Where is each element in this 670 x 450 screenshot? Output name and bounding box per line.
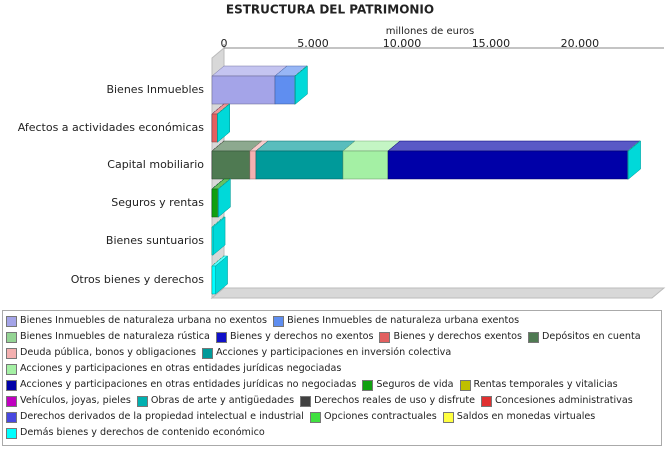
legend-swatch bbox=[136, 395, 148, 407]
legend-label: Concesiones administrativas bbox=[495, 395, 633, 406]
legend-swatch bbox=[201, 347, 213, 359]
bar bbox=[211, 226, 214, 256]
legend-label: Bienes y derechos exentos bbox=[393, 331, 523, 342]
legend-label: Saldos en monedas virtuales bbox=[456, 411, 596, 422]
bar-top bbox=[387, 140, 641, 152]
legend: Bienes Inmuebles de naturaleza urbana no… bbox=[2, 310, 662, 446]
legend-label: Obras de arte y antigüedades bbox=[150, 395, 295, 406]
x-tick-label: 5.000 bbox=[297, 37, 329, 50]
legend-item: Deuda pública, bonos y obligaciones bbox=[6, 345, 196, 361]
legend-item: Derechos reales de uso y disfrute bbox=[300, 393, 475, 409]
legend-item: Acciones y participaciones en otras enti… bbox=[6, 377, 356, 393]
chart-title: ESTRUCTURA DEL PATRIMONIO bbox=[226, 3, 434, 17]
legend-label: Vehículos, joyas, pieles bbox=[20, 395, 131, 406]
legend-item: Seguros de vida bbox=[362, 377, 454, 393]
chart: ESTRUCTURA DEL PATRIMONIO millones de eu… bbox=[18, 3, 666, 300]
legend-item: Vehículos, joyas, pieles bbox=[6, 393, 131, 409]
legend-label: Derechos derivados de la propiedad intel… bbox=[20, 411, 304, 422]
bar bbox=[211, 150, 251, 180]
bar bbox=[627, 150, 629, 180]
legend-item: Acciones y participaciones en otras enti… bbox=[6, 361, 341, 377]
legend-item: Opciones contractuales bbox=[309, 409, 437, 425]
bar bbox=[255, 150, 344, 180]
x-tick-label: 20.000 bbox=[561, 37, 600, 50]
legend-swatch bbox=[442, 411, 454, 423]
legend-swatch bbox=[300, 395, 312, 407]
legend-item: Rentas temporales y vitalicias bbox=[459, 377, 618, 393]
legend-label: Demás bienes y derechos de contenido eco… bbox=[20, 427, 265, 438]
legend-swatch bbox=[481, 395, 493, 407]
legend-swatch bbox=[215, 331, 227, 343]
legend-item: Bienes Inmuebles de naturaleza urbana ex… bbox=[273, 313, 519, 329]
category-label: Afectos a actividades económicas bbox=[18, 121, 205, 134]
legend-label: Bienes y derechos no exentos bbox=[229, 331, 374, 342]
legend-swatch bbox=[362, 379, 374, 391]
legend-item: Bienes Inmuebles de naturaleza urbana no… bbox=[6, 313, 267, 329]
legend-swatch bbox=[6, 379, 17, 391]
category-label: Seguros y rentas bbox=[111, 196, 204, 209]
legend-swatch bbox=[6, 315, 17, 327]
legend-swatch bbox=[528, 331, 540, 343]
legend-label: Derechos reales de uso y disfrute bbox=[314, 395, 476, 406]
legend-item: Demás bienes y derechos de contenido eco… bbox=[6, 425, 265, 441]
bar bbox=[387, 150, 629, 180]
legend-label: Bienes Inmuebles de naturaleza urbana no… bbox=[20, 315, 268, 326]
legend-swatch bbox=[309, 411, 321, 423]
legend-swatch bbox=[273, 315, 285, 327]
bar bbox=[294, 75, 296, 105]
legend-swatch bbox=[6, 411, 17, 423]
legend-swatch bbox=[379, 331, 391, 343]
legend-label: Bienes Inmuebles de naturaleza urbana ex… bbox=[287, 315, 520, 326]
legend-item: Depósitos en cuenta bbox=[528, 329, 641, 345]
legend-item: Bienes Inmuebles de naturaleza rústica bbox=[6, 329, 210, 345]
bar bbox=[211, 188, 219, 218]
legend-swatch bbox=[6, 427, 17, 439]
legend-label: Opciones contractuales bbox=[323, 411, 437, 422]
legend-swatch bbox=[459, 379, 471, 391]
legend-item: Derechos derivados de la propiedad intel… bbox=[6, 409, 304, 425]
legend-item: Acciones y participaciones en inversión … bbox=[201, 345, 452, 361]
bar bbox=[211, 75, 276, 105]
legend-swatch bbox=[6, 331, 17, 343]
legend-item: Bienes y derechos no exentos bbox=[215, 329, 374, 345]
legend-label: Bienes Inmuebles de naturaleza rústica bbox=[20, 331, 210, 342]
bar-top bbox=[211, 65, 288, 77]
legend-label: Seguros de vida bbox=[376, 379, 454, 390]
legend-label: Acciones y participaciones en inversión … bbox=[215, 347, 452, 358]
legend-swatch bbox=[6, 395, 17, 407]
legend-label: Acciones y participaciones en otras enti… bbox=[20, 363, 342, 374]
legend-label: Deuda pública, bonos y obligaciones bbox=[20, 347, 196, 358]
legend-label: Rentas temporales y vitalicias bbox=[473, 379, 618, 390]
legend-swatch bbox=[6, 347, 17, 359]
bar bbox=[249, 150, 257, 180]
bar bbox=[211, 113, 218, 143]
category-label: Bienes suntuarios bbox=[106, 234, 204, 247]
legend-label: Acciones y participaciones en otras enti… bbox=[20, 379, 357, 390]
bar bbox=[342, 150, 389, 180]
x-tick-label: 0 bbox=[221, 37, 228, 50]
category-label: Otros bienes y derechos bbox=[71, 273, 205, 286]
legend-swatch bbox=[6, 363, 17, 375]
legend-item: Bienes y derechos exentos bbox=[379, 329, 522, 345]
category-label: Capital mobiliario bbox=[107, 158, 204, 171]
bar bbox=[211, 265, 216, 295]
bar-top bbox=[255, 140, 356, 152]
bar bbox=[274, 75, 296, 105]
x-tick-label: 10.000 bbox=[383, 37, 422, 50]
legend-item: Obras de arte y antigüedades bbox=[136, 393, 295, 409]
x-tick-label: 15.000 bbox=[472, 37, 511, 50]
legend-label: Depósitos en cuenta bbox=[542, 331, 641, 342]
legend-item: Saldos en monedas virtuales bbox=[442, 409, 596, 425]
category-label: Bienes Inmuebles bbox=[106, 83, 204, 96]
axis-label: millones de euros bbox=[386, 26, 474, 37]
legend-item: Concesiones administrativas bbox=[481, 393, 633, 409]
floor bbox=[210, 287, 666, 299]
